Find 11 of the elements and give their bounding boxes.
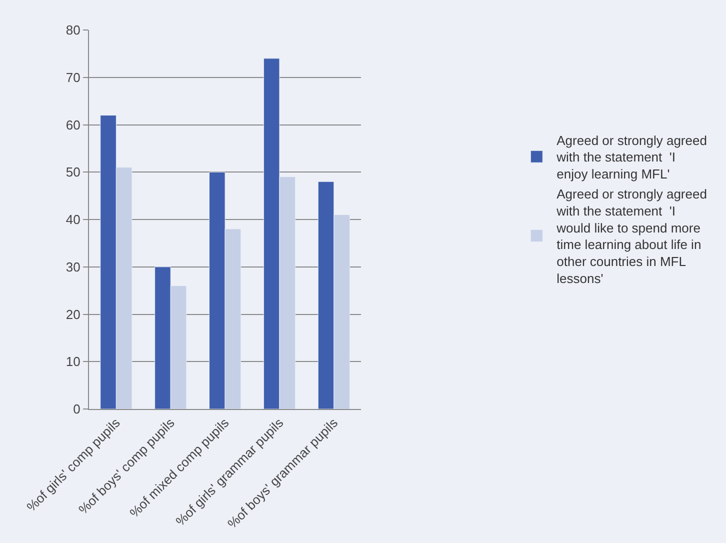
y-tick-label: 30: [66, 259, 80, 274]
y-tick-label: 70: [66, 70, 80, 85]
y-tick-label: 20: [66, 306, 80, 322]
legend-label: Agreed or strongly agreed with the statement 'I would like to spend more time learning about life in other countries in MFL lessons': [556, 186, 707, 286]
y-tick-label: 10: [66, 354, 80, 370]
y-tick-label: 80: [66, 22, 80, 38]
y-tick-label: 40: [66, 212, 80, 228]
legend-label: Agreed or strongly agreed with the statement 'I enjoy learning MFL': [556, 132, 707, 182]
y-tick-label: 60: [66, 117, 80, 132]
y-tick-label: 50: [66, 164, 80, 180]
y-tick-label: 0: [73, 402, 80, 417]
